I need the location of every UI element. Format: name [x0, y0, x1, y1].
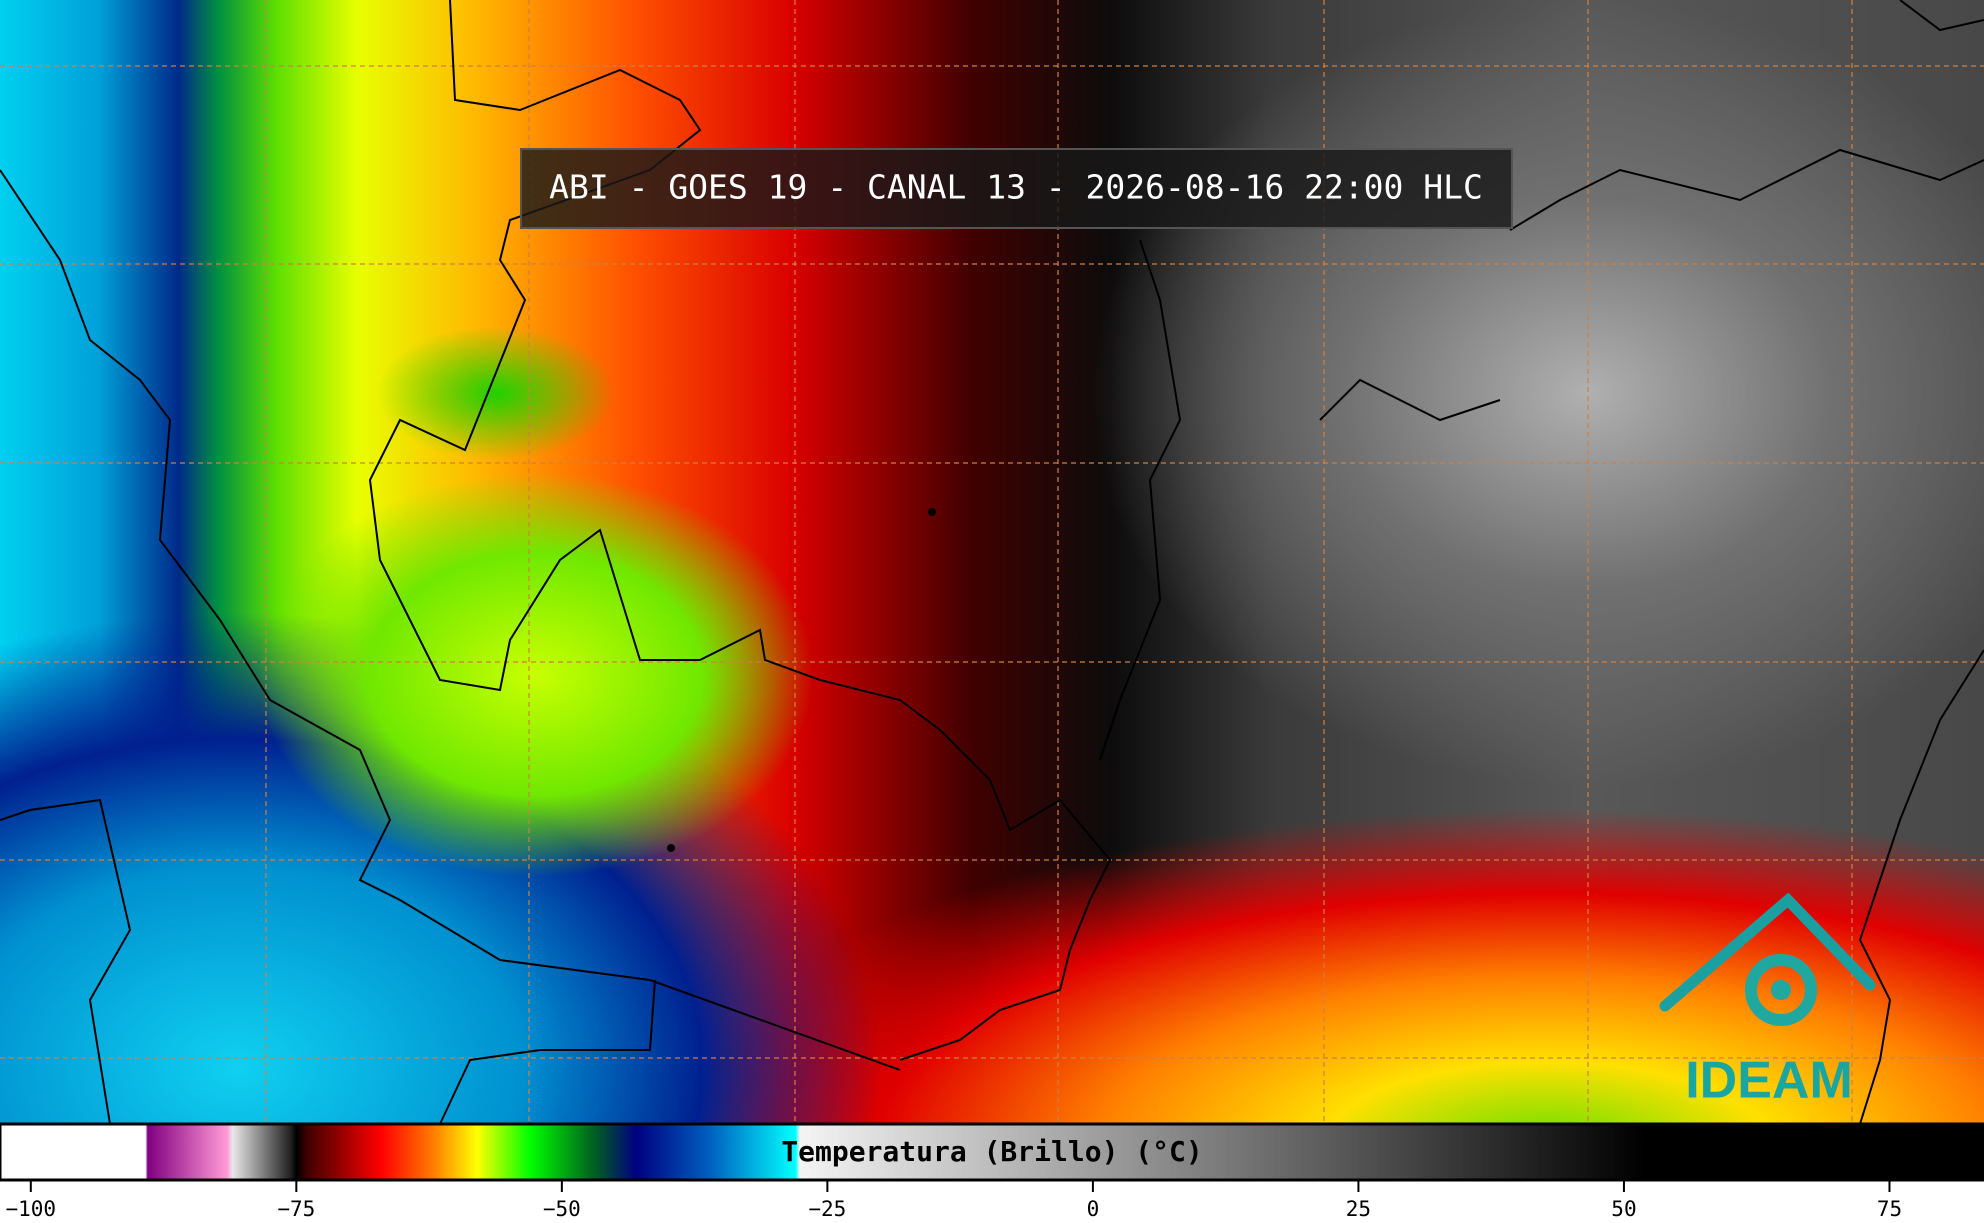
logo-swirl-center	[1771, 980, 1791, 1000]
colorbar-gradient	[0, 1122, 1984, 1182]
tick-label: −100	[6, 1197, 57, 1221]
colorbar: Temperatura (Brillo) (°C) −100 −75 −50 −25 0…	[0, 1122, 1984, 1221]
tick-label: 25	[1346, 1197, 1371, 1221]
title-box	[520, 148, 1513, 229]
logo-text: IDEAM	[1685, 1052, 1853, 1110]
graticule	[0, 0, 1984, 1124]
tick-label: −75	[277, 1197, 315, 1221]
city-marker	[928, 508, 936, 516]
logo-mark	[1659, 892, 1876, 1012]
borders	[0, 0, 1984, 1125]
tick-label: 0	[1087, 1197, 1100, 1221]
title: ABI - GOES 19 - CANAL 13 - 2026-08-16 22…	[549, 168, 1483, 207]
colorbar-label: Temperatura (Brillo) (°C)	[781, 1135, 1202, 1168]
tick-label: −25	[808, 1197, 846, 1221]
tick-label: 75	[1877, 1197, 1902, 1221]
tick-label: −50	[543, 1197, 581, 1221]
city-marker	[667, 844, 675, 852]
logo-swirl	[1745, 954, 1817, 1026]
tick-label: 50	[1611, 1197, 1636, 1221]
